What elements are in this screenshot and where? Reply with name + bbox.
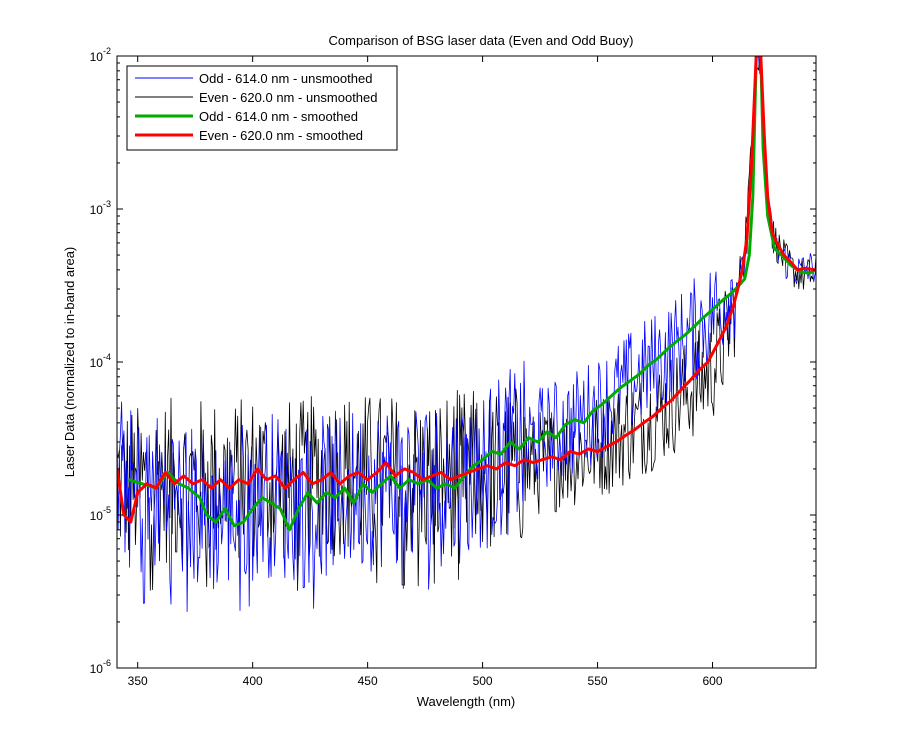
x-tick-label: 400 <box>243 674 263 688</box>
legend: Odd - 614.0 nm - unsmoothed Even - 620.0 … <box>126 65 398 151</box>
series-line-0 <box>117 56 816 612</box>
y-tick-label: 10-3 <box>90 199 111 217</box>
y-axis-label: Laser Data (normalized to in-band area) <box>62 247 77 478</box>
tick-layer: 350 400 450 500 550 600 10-6 10-5 10-4 10-3 10-2 <box>90 46 816 688</box>
y-tick-label: 10-6 <box>90 658 111 676</box>
y-tick-label: 10-4 <box>90 352 111 370</box>
legend-entry: Even - 620.0 nm - unsmoothed <box>199 90 378 105</box>
x-tick-label: 500 <box>473 674 493 688</box>
x-axis-label: Wavelength (nm) <box>417 694 516 709</box>
x-tick-label: 600 <box>703 674 723 688</box>
y-tick-label: 10-2 <box>90 46 111 64</box>
legend-entry: Odd - 614.0 nm - smoothed <box>199 109 358 124</box>
y-tick-label: 10-5 <box>90 505 111 523</box>
legend-entry: Even - 620.0 nm - smoothed <box>199 128 363 143</box>
series-layer <box>117 56 816 612</box>
x-tick-label: 350 <box>128 674 148 688</box>
legend-entry: Odd - 614.0 nm - unsmoothed <box>199 71 372 86</box>
chart-title: Comparison of BSG laser data (Even and O… <box>329 33 634 48</box>
x-tick-label: 450 <box>358 674 378 688</box>
series-line-3 <box>117 56 816 524</box>
x-tick-label: 550 <box>588 674 608 688</box>
